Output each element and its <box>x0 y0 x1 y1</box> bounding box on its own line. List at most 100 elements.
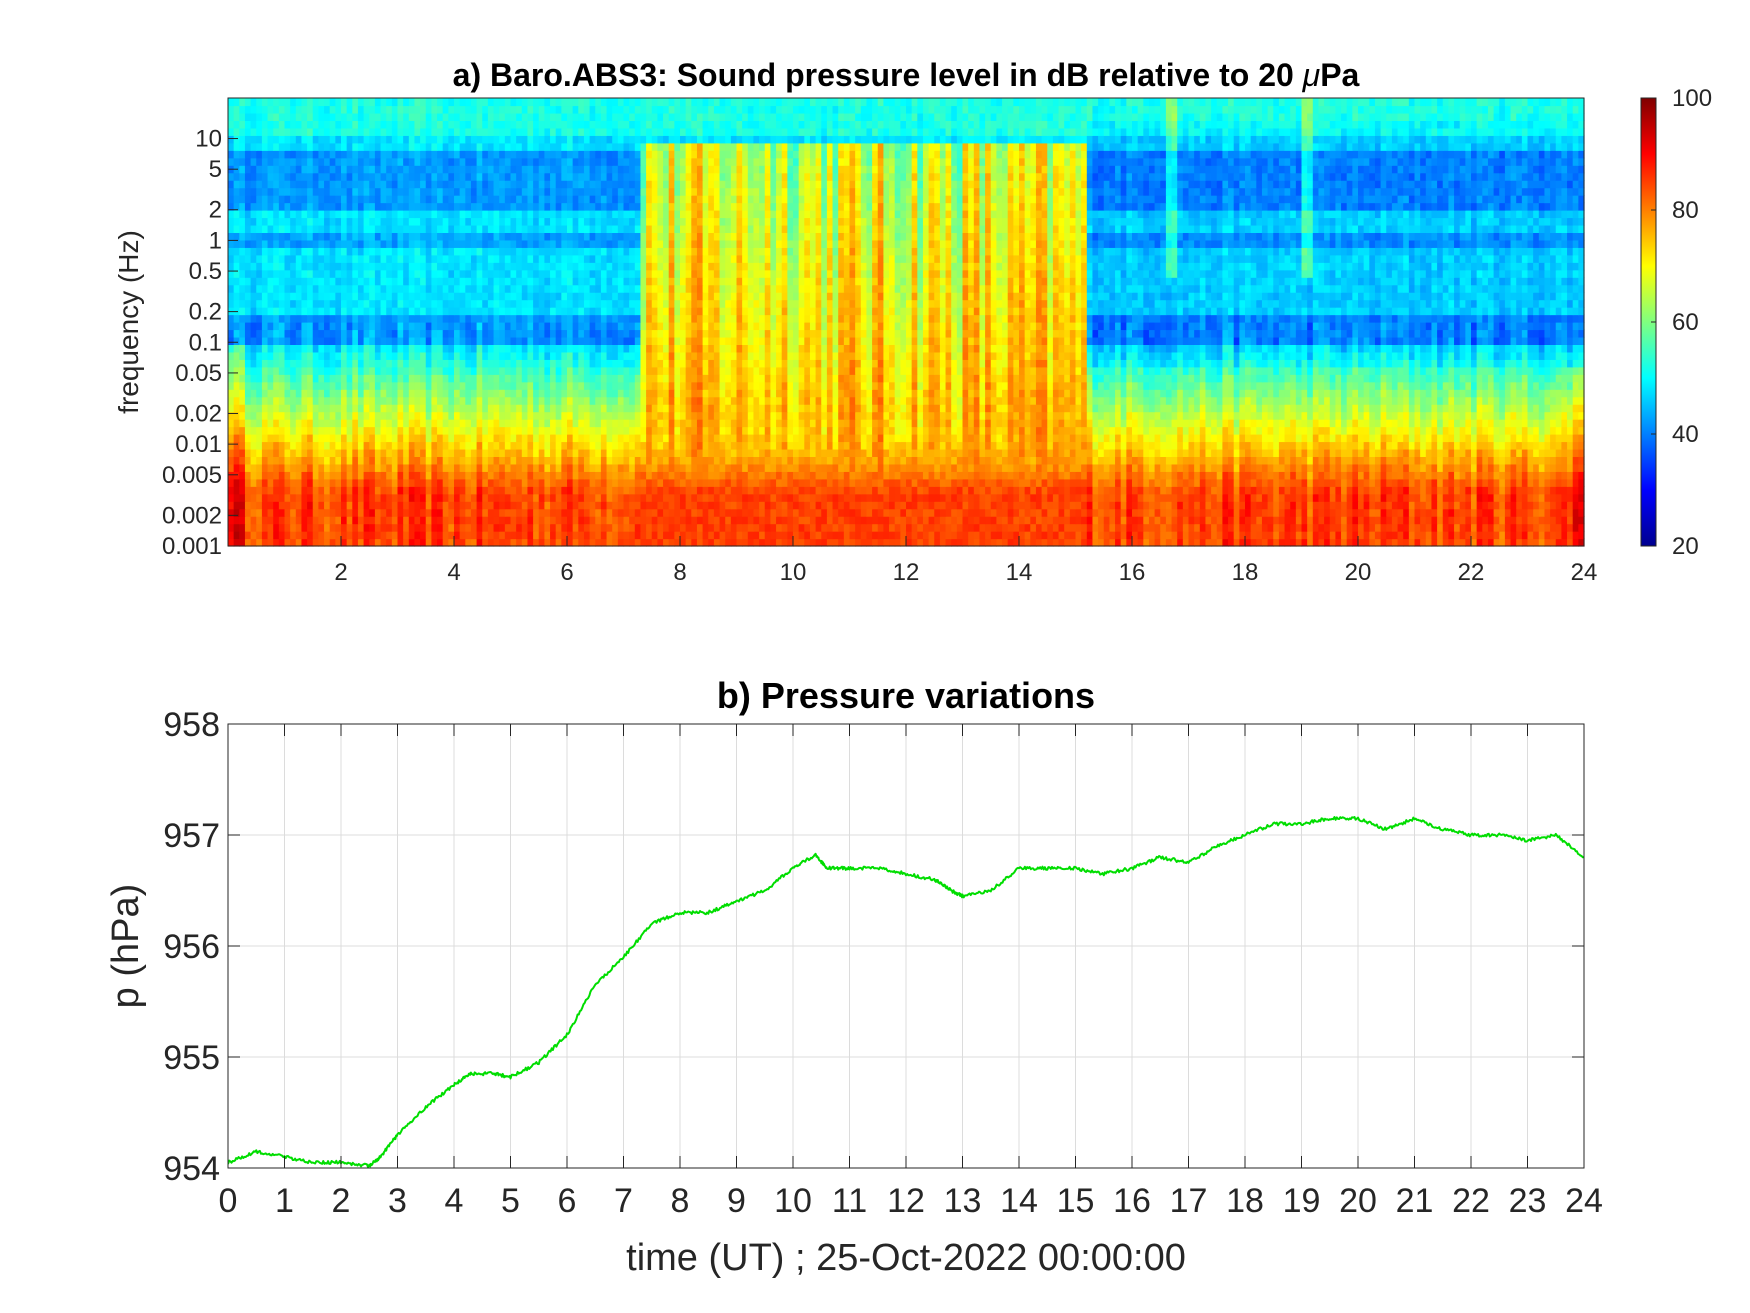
spectrogram-cell <box>1431 419 1438 428</box>
spectrogram-cell <box>1301 508 1308 517</box>
spectrogram-cell <box>583 419 591 428</box>
spectrogram-cell <box>1290 463 1297 472</box>
spectrogram-cell <box>1182 463 1190 472</box>
spectrogram-cell <box>267 516 274 525</box>
spectrogram-cell <box>1550 478 1557 487</box>
spectrogram-cell <box>346 426 353 435</box>
spectrogram-cell <box>1555 463 1562 472</box>
spectrogram-cell <box>646 419 653 428</box>
spectrogram-cell <box>1550 456 1557 465</box>
spectrogram-cell <box>821 508 828 517</box>
spectrogram-cell <box>527 471 534 480</box>
spectrogram-cell <box>521 478 529 487</box>
spectrogram-cell <box>352 538 359 547</box>
spectrogram-cell <box>985 463 992 472</box>
spectrogram-cell <box>1442 396 1449 405</box>
spectrogram-cell <box>691 501 698 510</box>
spectrogram-cell <box>499 441 506 450</box>
spectrogram-cell <box>922 538 930 547</box>
spectrogram-cell <box>1516 478 1523 487</box>
spectrogram-cell <box>561 508 568 517</box>
spectrogram-cell <box>329 463 336 472</box>
spectrogram-cell <box>702 501 709 510</box>
spectrogram-cell <box>770 448 777 457</box>
spectrogram-cell <box>1487 538 1495 547</box>
spectrogram-cell <box>482 516 489 525</box>
spectrogram-cell <box>1386 404 1393 413</box>
spectrogram-cell <box>646 508 653 517</box>
spectrogram-cell <box>928 531 935 540</box>
spectrogram-cell <box>600 389 608 398</box>
spectrogram-cell <box>685 508 692 517</box>
spectrogram-cell <box>747 538 755 547</box>
spectrogram-cell <box>273 411 280 420</box>
spectrogram-cell <box>742 486 749 495</box>
spectrogram-cell <box>1177 531 1184 540</box>
spectrogram-cell <box>555 478 562 487</box>
spectrogram-cell <box>589 486 596 495</box>
spectrogram-cell <box>1408 441 1416 450</box>
spectrogram-cell <box>696 426 704 435</box>
spectrogram-cell <box>990 419 997 428</box>
spectrogram-cell <box>691 516 698 525</box>
spectrogram-cell <box>431 441 438 450</box>
spectrogram-cell <box>1205 523 1212 532</box>
spectrogram-cell <box>849 426 856 435</box>
spectrogram-cell <box>883 396 890 405</box>
spectrogram-cell <box>1013 508 1020 517</box>
spectrogram-cell <box>1408 493 1416 502</box>
spectrogram-cell <box>1448 463 1455 472</box>
spectrogram-cell <box>527 404 534 413</box>
spectrogram-cell <box>318 531 325 540</box>
spectrogram-cell <box>1013 434 1020 443</box>
spectrogram-cell <box>1391 426 1399 435</box>
spectrogram-cell <box>1030 434 1037 443</box>
spectrogram-cell <box>894 538 901 547</box>
spectrogram-cell <box>1024 471 1031 480</box>
spectrogram-cell <box>1092 389 1099 398</box>
spectrogram-cell <box>1211 463 1218 472</box>
spectrogram-cell <box>640 426 647 435</box>
spectrogram-cell <box>550 456 557 465</box>
spectrogram-cell <box>962 486 969 495</box>
spectrogram-cell <box>809 516 817 525</box>
spectrogram-cell <box>284 531 291 540</box>
spectrogram-cell <box>1211 434 1218 443</box>
spectrogram-cell <box>985 523 992 532</box>
spectrogram-cell <box>346 456 353 465</box>
spectrogram-cell <box>239 508 246 517</box>
spectrogram-cell <box>1307 501 1314 510</box>
spectrogram-cell <box>1278 493 1286 502</box>
spectrogram-cell <box>634 471 642 480</box>
spectrogram-cell <box>544 531 551 540</box>
spectrogram-cell <box>420 493 427 502</box>
spectrogram-cell <box>1261 411 1269 420</box>
spectrogram-cell <box>555 471 562 480</box>
spectrogram-cell <box>1437 434 1444 443</box>
spectrogram-cell <box>1109 448 1116 457</box>
spectrogram-cell <box>634 434 642 443</box>
spectrogram-cell <box>883 456 890 465</box>
spectrogram-cell <box>651 434 658 443</box>
spectrogram-cell <box>572 419 579 428</box>
spectrogram-cell <box>1278 411 1286 420</box>
spectrogram-cell <box>798 404 805 413</box>
spectrogram-cell <box>646 441 653 450</box>
spectrogram-cell <box>244 486 252 495</box>
spectrogram-cell <box>459 411 466 420</box>
spectrogram-cell <box>1284 471 1291 480</box>
spectrogram-cell <box>956 508 964 517</box>
spectrogram-cell <box>1109 493 1116 502</box>
spectrogram-cell <box>504 501 512 510</box>
spectrogram-cell <box>1024 411 1031 420</box>
spectrogram-cell <box>1081 516 1088 525</box>
spectrogram-cell <box>1109 456 1116 465</box>
spectrogram-cell <box>538 516 545 525</box>
spectrogram-cell <box>872 516 879 525</box>
spectrogram-cell <box>1205 404 1212 413</box>
spectrogram-cell <box>414 426 421 435</box>
spectrogram-cell <box>730 389 738 398</box>
spectrogram-cell <box>1544 531 1551 540</box>
spectrogram-cell <box>860 426 868 435</box>
spectrogram-cell <box>329 419 336 428</box>
